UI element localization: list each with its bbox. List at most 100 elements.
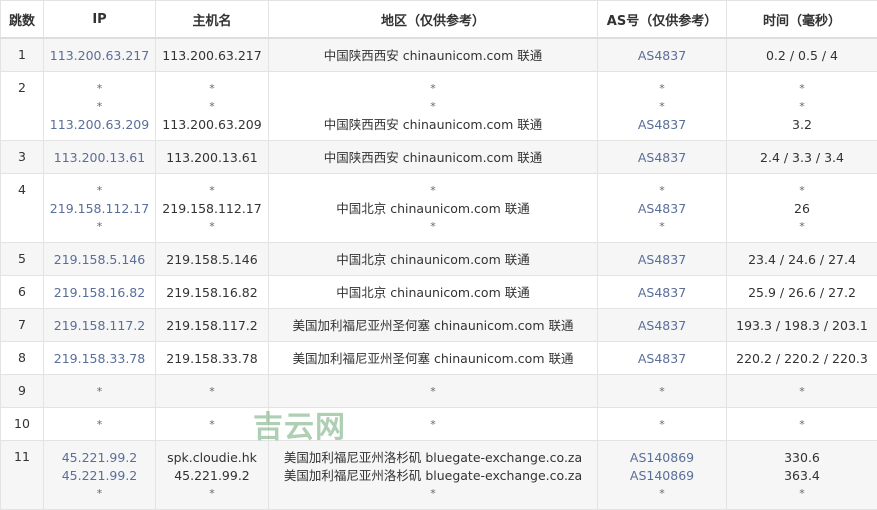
time-cell: 193.3 / 198.3 / 203.1 [727,309,877,342]
no-response-marker: * [269,98,597,116]
no-response-marker: * [156,182,268,200]
as-link[interactable]: AS4837 [598,116,726,134]
time-text: 193.3 / 198.3 / 203.1 [727,317,877,335]
region-cell: 中国北京 chinaunicom.com 联通 [269,276,598,309]
as-cell: AS4837 [598,309,727,342]
ip-link[interactable]: 219.158.16.82 [44,284,155,302]
no-response-marker: * [269,182,597,200]
ip-cell: 219.158.117.2 [44,309,156,342]
hostname-text: 219.158.112.17 [156,200,268,218]
as-cell: AS4837 [598,342,727,375]
as-link[interactable]: AS4837 [598,350,726,368]
no-response-marker: * [727,485,877,503]
as-cell: AS4837 [598,38,727,72]
no-response-marker: * [727,80,877,98]
header-ip: IP [44,1,156,39]
no-response-marker: * [44,416,155,434]
hostname-cell: **113.200.63.209 [156,72,269,141]
no-response-marker: * [598,98,726,116]
time-text: 3.2 [727,116,877,134]
region-cell: **中国陕西西安 chinaunicom.com 联通 [269,72,598,141]
hostname-cell: * [156,408,269,441]
time-cell: * [727,375,877,408]
as-cell: AS4837 [598,141,727,174]
hop-cell: 1 [1,38,44,72]
ip-link[interactable]: 219.158.5.146 [44,251,155,269]
no-response-marker: * [156,416,268,434]
time-cell: *26* [727,174,877,243]
ip-link[interactable]: 219.158.112.17 [44,200,155,218]
no-response-marker: * [269,485,597,503]
as-link[interactable]: AS4837 [598,317,726,335]
time-cell: 220.2 / 220.2 / 220.3 [727,342,877,375]
time-cell: 2.4 / 3.3 / 3.4 [727,141,877,174]
region-cell: *中国北京 chinaunicom.com 联通* [269,174,598,243]
as-cell: **AS4837 [598,72,727,141]
time-cell: * [727,408,877,441]
header-region: 地区（仅供参考） [269,1,598,39]
as-link[interactable]: AS4837 [598,47,726,65]
hop-cell: 11 [1,441,44,510]
ip-link[interactable]: 219.158.117.2 [44,317,155,335]
no-response-marker: * [269,218,597,236]
region-text: 美国加利福尼亚州洛杉矶 bluegate-exchange.co.za [269,449,597,467]
ip-link[interactable]: 45.221.99.2 [44,449,155,467]
ip-link[interactable]: 113.200.13.61 [44,149,155,167]
as-link[interactable]: AS4837 [598,200,726,218]
region-text: 美国加利福尼亚州圣何塞 chinaunicom.com 联通 [269,350,597,368]
region-cell: 美国加利福尼亚州圣何塞 chinaunicom.com 联通 [269,309,598,342]
as-link[interactable]: AS140869 [598,449,726,467]
region-cell: 中国北京 chinaunicom.com 联通 [269,243,598,276]
no-response-marker: * [156,80,268,98]
time-cell: 23.4 / 24.6 / 27.4 [727,243,877,276]
time-cell: **3.2 [727,72,877,141]
no-response-marker: * [598,485,726,503]
as-link[interactable]: AS4837 [598,251,726,269]
header-hostname: 主机名 [156,1,269,39]
no-response-marker: * [269,80,597,98]
region-cell: 中国陕西西安 chinaunicom.com 联通 [269,141,598,174]
hop-cell: 8 [1,342,44,375]
no-response-marker: * [598,218,726,236]
region-text: 中国陕西西安 chinaunicom.com 联通 [269,149,597,167]
header-as: AS号（仅供参考） [598,1,727,39]
ip-link[interactable]: 113.200.63.217 [44,47,155,65]
ip-cell: * [44,408,156,441]
as-link[interactable]: AS140869 [598,467,726,485]
time-cell: 25.9 / 26.6 / 27.2 [727,276,877,309]
as-cell: AS4837 [598,243,727,276]
ip-link[interactable]: 219.158.33.78 [44,350,155,368]
hostname-cell: *219.158.112.17* [156,174,269,243]
hostname-cell: * [156,375,269,408]
no-response-marker: * [156,383,268,401]
ip-cell: **113.200.63.209 [44,72,156,141]
ip-link[interactable]: 45.221.99.2 [44,467,155,485]
no-response-marker: * [727,383,877,401]
as-link[interactable]: AS4837 [598,149,726,167]
no-response-marker: * [598,80,726,98]
ip-cell: 219.158.5.146 [44,243,156,276]
hostname-cell: 219.158.5.146 [156,243,269,276]
table-row: 4*219.158.112.17**219.158.112.17**中国北京 c… [1,174,877,243]
hostname-text: 219.158.117.2 [156,317,268,335]
table-header-row: 跳数 IP 主机名 地区（仅供参考） AS号（仅供参考） 时间（毫秒） [1,1,877,39]
table-row: 2**113.200.63.209**113.200.63.209**中国陕西西… [1,72,877,141]
no-response-marker: * [44,383,155,401]
hop-cell: 5 [1,243,44,276]
ip-link[interactable]: 113.200.63.209 [44,116,155,134]
as-link[interactable]: AS4837 [598,284,726,302]
no-response-marker: * [598,416,726,434]
